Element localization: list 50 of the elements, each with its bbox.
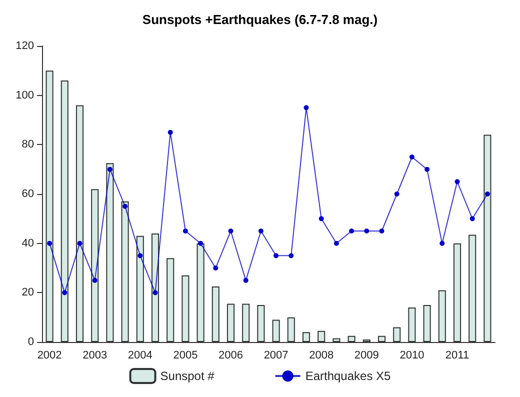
point [379,228,384,234]
point [288,253,294,258]
x-tick-label: 2004 [128,350,152,362]
point [77,240,82,246]
y-tick-label: 120 [16,40,34,52]
point [470,216,475,222]
x-tick-label: 2009 [354,350,379,362]
point [454,179,460,184]
y-tick-label: 60 [22,188,34,200]
point [243,278,248,283]
point [47,240,52,246]
x-tick-label: 2003 [82,350,108,362]
point [484,192,490,196]
point [334,240,339,246]
point [349,228,354,234]
y-tick-label: 20 [22,286,34,299]
point [168,130,173,135]
point [198,240,204,246]
point [182,228,188,234]
x-tick-label: 2005 [173,350,198,362]
y-tick-label: 80 [22,138,34,151]
point [62,290,68,296]
point [92,278,98,283]
point [304,105,309,110]
point [138,253,143,258]
legend-label: Earthquakes X5 [305,369,392,383]
point [152,290,158,296]
legend-label: Sunspot # [160,369,215,383]
point [409,154,414,160]
point [394,192,400,196]
point [122,204,128,209]
point [258,228,264,234]
point [440,240,445,246]
x-tick-label: 2002 [37,350,62,362]
chart-title: Sunspots +Earthquakes (6.7-7.8 mag.) [142,12,378,27]
x-tick-label: 2011 [445,350,470,362]
y-tick-label: 40 [22,237,34,250]
point [274,253,279,258]
y-tick-label: 100 [16,89,34,102]
x-tick-label: 2007 [264,350,288,362]
x-tick-label: 2008 [309,350,334,362]
x-tick-label: 2006 [218,350,243,362]
point [228,228,234,234]
y-tick-label: 0 [28,336,34,348]
point [213,266,218,270]
point [364,228,370,234]
point [424,166,430,172]
x-tick-label: 2010 [400,350,424,362]
point [107,166,112,172]
point [318,216,324,222]
